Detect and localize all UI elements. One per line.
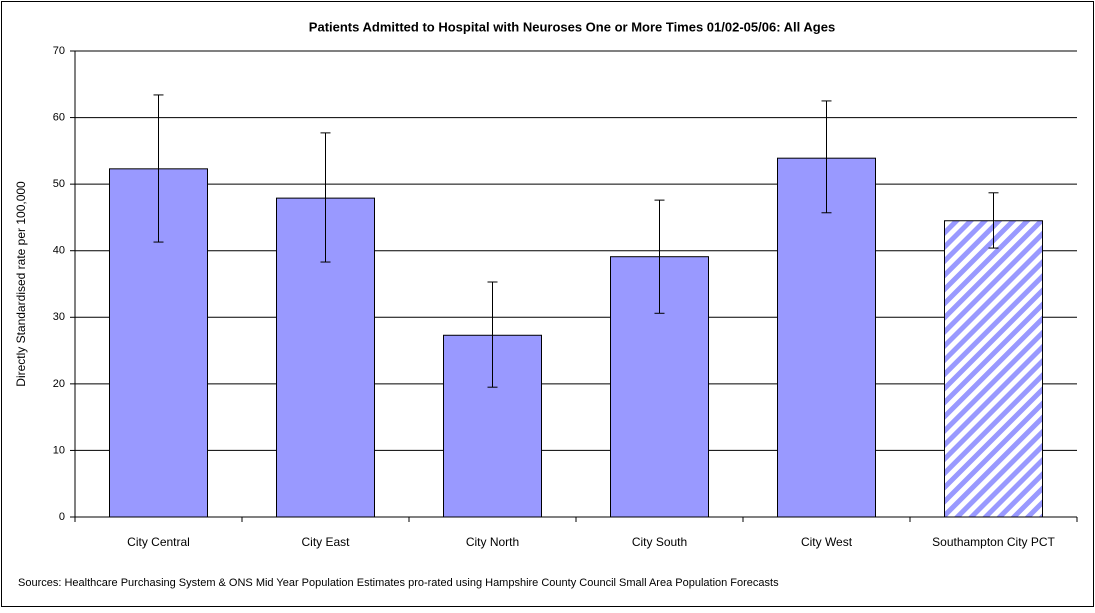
y-axis-label: Directly Standardised rate per 100,000 [14,181,28,387]
y-tick-label: 30 [53,311,65,323]
error-bar [988,192,999,249]
y-tick-label: 70 [53,45,65,57]
error-bar [153,94,164,243]
y-tick-label: 20 [53,378,65,390]
x-tick-label: City North [466,535,519,549]
x-tick-label: City East [301,535,350,549]
y-tick-label: 50 [53,178,65,190]
y-tick-label: 10 [53,444,65,456]
bar [777,157,876,518]
y-tick-label: 60 [53,111,65,123]
y-tick-label: 40 [53,245,65,257]
x-tick-label: City West [801,535,853,549]
chart-title: Patients Admitted to Hospital with Neuro… [309,19,835,34]
y-tick-label: 0 [59,511,65,523]
x-tick-label: City South [632,535,687,549]
error-bar [821,100,832,214]
error-bar [487,281,498,388]
error-bar [654,199,665,314]
x-tick-label: Southampton City PCT [932,535,1055,549]
error-bar [320,132,331,263]
source-note: Sources: Healthcare Purchasing System & … [18,577,779,589]
bar [944,220,1043,518]
x-tick-label: City Central [127,535,190,549]
